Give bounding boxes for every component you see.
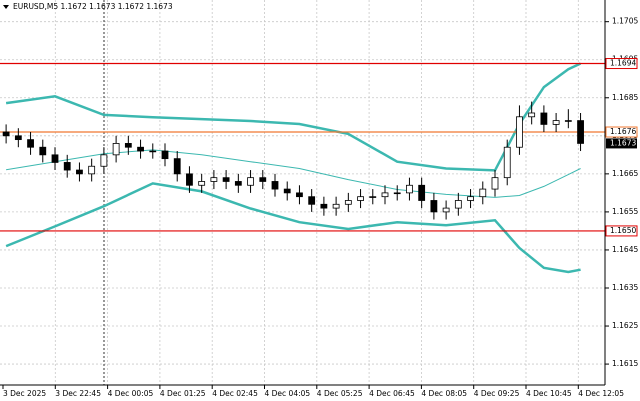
x-tick-label: 4 Dec 02:45	[212, 389, 258, 398]
candle-body	[381, 192, 389, 198]
marks	[0, 62, 605, 274]
candle-body	[540, 112, 548, 125]
candle-body	[320, 203, 328, 209]
band-line	[5, 182, 581, 274]
candle-body	[418, 184, 426, 201]
candle-body	[210, 177, 218, 182]
x-tick-label: 4 Dec 04:05	[265, 389, 311, 398]
candle-body	[491, 177, 499, 190]
candle-body	[442, 207, 450, 213]
y-tick-label: 1.1635	[612, 283, 638, 292]
x-tick-label: 4 Dec 06:45	[369, 389, 415, 398]
candle-body	[149, 150, 157, 153]
candle-body	[332, 203, 340, 209]
y-tick-label: 1.1645	[612, 245, 638, 254]
chart-title: EURUSD,M5 1.1672 1.1673 1.1672 1.1673	[13, 2, 173, 11]
candle-body	[76, 169, 83, 175]
candle-body	[173, 158, 181, 175]
candle-body	[222, 177, 230, 182]
band-line	[5, 62, 582, 172]
candle-body	[357, 196, 364, 201]
candle-body	[259, 177, 267, 182]
candle-body	[552, 120, 560, 125]
x-tick-label: 4 Dec 00:05	[108, 389, 154, 398]
y-tick-label: 1.1705	[612, 17, 638, 26]
price-line-label: 1.1676	[610, 127, 636, 136]
candle-body	[577, 120, 584, 144]
grid	[0, 0, 605, 385]
y-tick-label: 1.1625	[612, 321, 638, 330]
candle-body	[393, 192, 401, 195]
candle-body	[137, 146, 144, 152]
candle-body	[51, 154, 59, 163]
menu-icon[interactable]	[3, 5, 9, 9]
candle-body	[198, 181, 206, 186]
price-line-label: 1.1694	[610, 59, 636, 68]
candle-body	[2, 131, 10, 137]
candle-body	[296, 192, 303, 198]
candle-body	[100, 154, 108, 167]
y-tick-label: 1.1655	[612, 207, 638, 216]
price-line-label-box	[605, 126, 638, 138]
x-tick-label: 3 Dec 22:45	[55, 389, 101, 398]
x-tick-label: 3 Dec 2025	[3, 389, 46, 398]
candle-body	[283, 188, 291, 194]
candle-body	[528, 112, 536, 118]
current-price-box	[606, 138, 637, 149]
candle-body	[271, 181, 279, 190]
x-tick-label: 4 Dec 10:45	[526, 389, 572, 398]
x-tick-label: 4 Dec 09:25	[474, 389, 520, 398]
y-tick-label: 1.1685	[612, 93, 638, 102]
y-tick-label: 1.1665	[612, 169, 638, 178]
candle-body	[467, 196, 474, 201]
candle-body	[479, 188, 487, 198]
x-tick-label: 4 Dec 08:05	[421, 389, 467, 398]
candle-body	[344, 200, 352, 205]
candle-body	[406, 184, 413, 194]
candle-body	[186, 173, 193, 186]
candle-body	[369, 196, 377, 198]
band-line	[6, 149, 581, 198]
candle-body	[503, 146, 511, 179]
candle-body	[308, 196, 316, 205]
candle-body	[430, 200, 438, 213]
labels: 1.17051.16951.16851.16751.16651.16551.16…	[2, 17, 638, 398]
x-tick-label: 4 Dec 01:25	[160, 389, 206, 398]
price-line-label: 1.1650	[610, 226, 636, 235]
price-line-label-box	[605, 58, 638, 70]
candle-body	[88, 165, 96, 175]
y-tick-label: 1.1615	[612, 359, 638, 368]
price-line-label-box	[605, 225, 638, 237]
candle-body	[454, 200, 462, 209]
candle-body	[39, 146, 47, 156]
x-tick-label: 4 Dec 05:25	[317, 389, 363, 398]
candle-body	[27, 139, 34, 148]
candle-body	[247, 177, 254, 186]
candle-body	[161, 150, 169, 160]
candle-body	[564, 120, 572, 122]
candle-body	[14, 135, 22, 141]
candle-body	[516, 116, 523, 148]
candle-body	[234, 181, 242, 186]
candle-body	[63, 162, 71, 171]
current-price-label: 1.1673	[610, 138, 636, 147]
x-tick-label: 4 Dec 12:05	[578, 389, 624, 398]
candle-body	[124, 143, 132, 148]
candle-body	[112, 143, 120, 156]
